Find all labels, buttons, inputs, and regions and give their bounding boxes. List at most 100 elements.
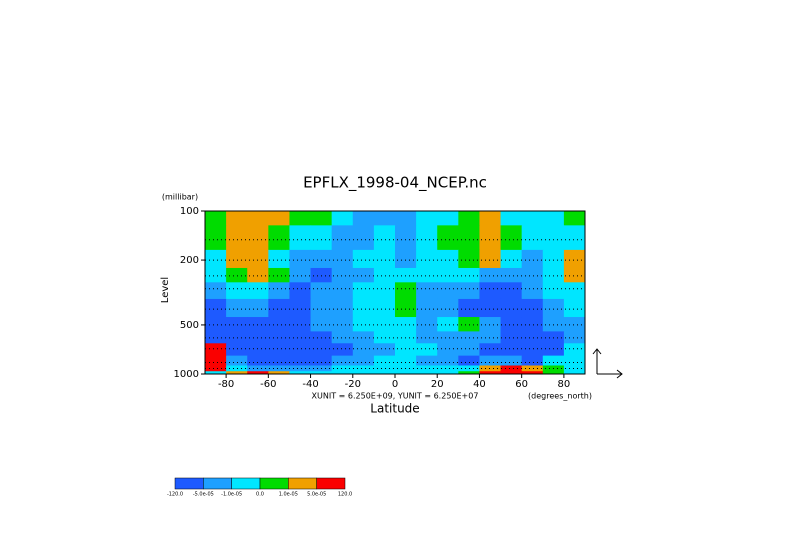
field-cell: [500, 225, 523, 251]
field-cell: [479, 298, 502, 318]
field-cell: [352, 371, 375, 375]
field-cell: [352, 225, 375, 251]
field-cell: [310, 282, 333, 300]
field-cell: [395, 249, 417, 269]
field-cell: [437, 282, 459, 300]
field-cell: [563, 298, 586, 318]
field-cell: [268, 298, 290, 318]
field-cell: [479, 365, 502, 372]
field-cell: [226, 249, 248, 269]
field-cell: [416, 211, 438, 226]
field-cell: [563, 267, 586, 283]
field-cell: [458, 282, 480, 300]
field-cell: [352, 365, 375, 372]
field-cell: [247, 211, 269, 226]
field-cell: [226, 371, 248, 375]
field-cell: [226, 317, 248, 332]
field-cell: [310, 249, 333, 269]
field-cell: [458, 225, 480, 251]
field-cell: [373, 371, 396, 375]
field-cell: [205, 249, 227, 269]
field-cell: [310, 355, 333, 366]
x-tick-label: 60: [515, 379, 528, 390]
field-cell: [373, 331, 396, 344]
field-cell: [521, 343, 544, 357]
field-cell: [479, 211, 502, 226]
field-cell: [352, 298, 375, 318]
field-cell: [373, 267, 396, 283]
field-cell: [563, 225, 586, 251]
field-cell: [310, 371, 333, 375]
field-cell: [331, 317, 354, 332]
field-cell: [395, 225, 417, 251]
field-cell: [416, 365, 438, 372]
field-cell: [521, 282, 544, 300]
reference-arrow: [592, 348, 623, 379]
field-cell: [268, 331, 290, 344]
x-tick-label: -80: [218, 379, 234, 390]
field-cell: [331, 355, 354, 366]
field-cell: [521, 355, 544, 366]
field-cell: [289, 331, 312, 344]
field-cell: [310, 343, 333, 357]
field-cell: [563, 249, 586, 269]
field-cell: [500, 298, 523, 318]
field-cell: [289, 225, 312, 251]
field-cell: [458, 355, 480, 366]
x-tick-label: -20: [345, 379, 361, 390]
field-cell: [458, 298, 480, 318]
field-cell: [268, 267, 290, 283]
field-cell: [310, 225, 333, 251]
y-unit: (millibar): [162, 193, 198, 202]
field-cell: [416, 371, 438, 375]
field-cell: [395, 298, 417, 318]
y-tick-label: 200: [180, 255, 199, 266]
field-cell: [247, 267, 269, 283]
field-cell: [205, 355, 227, 366]
field-cell: [521, 317, 544, 332]
field-cell: [373, 211, 396, 226]
field-cell: [437, 371, 459, 375]
field-cell: [289, 267, 312, 283]
field-cell: [500, 267, 523, 283]
field-cell: [289, 365, 312, 372]
field-cell: [458, 343, 480, 357]
colorbar-label: 5.0e-05: [307, 492, 326, 498]
field-cell: [268, 282, 290, 300]
field-cell: [226, 331, 248, 344]
field-cell: [521, 267, 544, 283]
field-cell: [205, 343, 227, 357]
field-cell: [437, 225, 459, 251]
x-tick-label: -40: [302, 379, 318, 390]
field-cell: [437, 267, 459, 283]
colorbar-label: 1.0e-05: [279, 492, 298, 498]
field-cell: [247, 371, 269, 375]
field-cell: [458, 371, 480, 375]
field-cell: [373, 355, 396, 366]
x-tick-label: 80: [558, 379, 571, 390]
colorbar-box: [288, 477, 317, 490]
field-cell: [289, 211, 312, 226]
field-cell: [205, 371, 227, 375]
field-cell: [226, 343, 248, 357]
field-cell: [373, 298, 396, 318]
field-cell: [226, 211, 248, 226]
field-cell: [247, 249, 269, 269]
chart-title: EPFLX_1998-04_NCEP.nc: [303, 174, 487, 193]
field-cell: [395, 371, 417, 375]
field-cell: [479, 317, 502, 332]
field-cell: [310, 298, 333, 318]
colorbar-box: [174, 477, 204, 490]
y-label: Level: [160, 277, 171, 303]
field-cell: [500, 282, 523, 300]
field-cell: [416, 282, 438, 300]
field-cell: [268, 343, 290, 357]
field-cell: [521, 371, 544, 375]
field-cell: [247, 355, 269, 366]
field-cell: [437, 211, 459, 226]
field-cell: [416, 331, 438, 344]
field-cell: [205, 267, 227, 283]
field-cell: [437, 343, 459, 357]
field-cell: [563, 343, 586, 357]
